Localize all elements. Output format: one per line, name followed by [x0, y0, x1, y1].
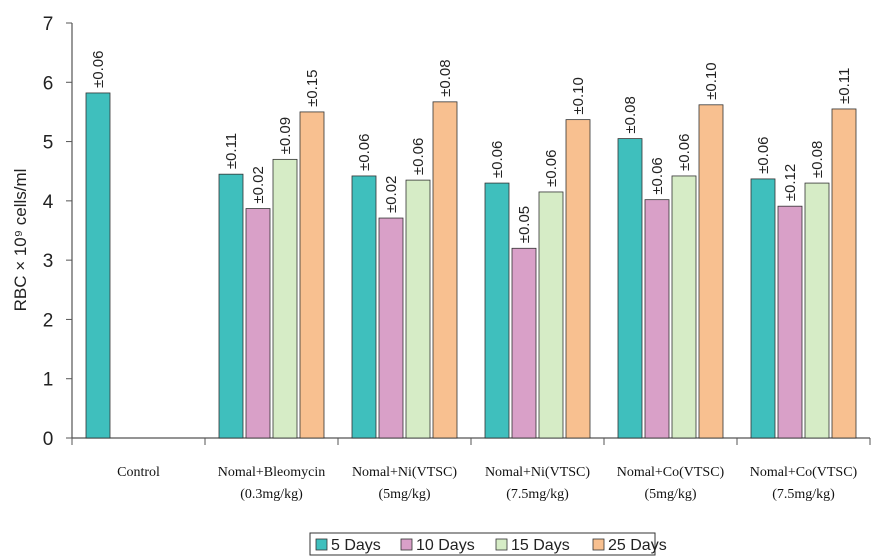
bar-10-days — [511, 247, 537, 439]
bar-5-days — [617, 138, 643, 439]
error-label: ±0.10 — [703, 62, 720, 99]
category-label: (5mg/kg) — [644, 487, 696, 502]
legend-swatch — [592, 538, 605, 551]
error-label: ±0.05 — [516, 206, 533, 243]
axes: 0 1 2 3 4 5 6 7 — [43, 14, 871, 450]
bar-25-days — [565, 119, 591, 439]
category-label: Nomal+Co(VTSC) — [750, 465, 858, 480]
error-label: ±0.10 — [570, 77, 587, 114]
y-tick-label: 1 — [43, 370, 54, 391]
legend-entry: 15 Days — [511, 537, 570, 554]
category-label: Nomal+Ni(VTSC) — [485, 465, 590, 480]
error-label: ±0.08 — [437, 59, 454, 96]
legend-swatch — [315, 538, 328, 551]
error-label: ±0.12 — [782, 164, 799, 201]
error-label: ±0.11 — [836, 68, 853, 104]
error-label: ±0.06 — [489, 141, 506, 178]
bar-5-days — [85, 92, 111, 439]
legend-swatch — [400, 538, 413, 551]
bar-5-days — [484, 182, 510, 439]
bar-15-days — [405, 179, 431, 439]
error-label: ±0.06 — [410, 138, 427, 175]
category-label: Control — [117, 465, 160, 480]
legend-entry: 5 Days — [331, 537, 381, 554]
error-label: ±0.11 — [223, 133, 240, 169]
y-tick-label: 7 — [43, 14, 54, 35]
error-label: ±0.06 — [90, 51, 107, 88]
legend-entry: 25 Days — [608, 537, 667, 554]
bar-15-days — [671, 175, 697, 439]
legend-entry: 10 Days — [416, 537, 475, 554]
error-label: ±0.06 — [543, 150, 560, 187]
error-label: ±0.02 — [383, 176, 400, 213]
bar-15-days — [272, 158, 298, 439]
bar-10-days — [245, 208, 271, 439]
legend-box — [309, 532, 656, 556]
error-label: ±0.06 — [676, 134, 693, 171]
legend: 5 Days 10 Days 15 Days 25 Days — [309, 532, 667, 556]
bar-15-days — [538, 191, 564, 439]
bar-5-days — [218, 173, 244, 439]
y-tick-label: 2 — [43, 310, 54, 331]
error-label: ±0.15 — [304, 69, 321, 106]
y-axis-label: RBC × 10⁹ cells/ml — [11, 169, 30, 312]
category-label: (0.3mg/kg) — [240, 487, 303, 502]
y-tick-label: 3 — [43, 251, 54, 272]
error-label: ±0.06 — [755, 136, 772, 173]
error-labels: ±0.06 ±0.11 ±0.02 ±0.09 ±0.15 ±0.06 ±0.02 ±0.06… — [90, 51, 853, 244]
y-tick-label: 0 — [43, 429, 54, 450]
category-label: (5mg/kg) — [378, 487, 430, 502]
y-tick-label: 6 — [43, 73, 54, 94]
category-label: Nomal+Co(VTSC) — [617, 465, 725, 480]
bar-15-days — [804, 182, 830, 439]
error-label: ±0.06 — [649, 157, 666, 194]
bar-10-days — [644, 199, 670, 439]
category-label: Nomal+Bleomycin — [218, 465, 325, 480]
bar-25-days — [698, 104, 724, 439]
error-label: ±0.06 — [356, 134, 373, 171]
category-labels: Control Nomal+Bleomycin (0.3mg/kg) Nomal+Ni… — [117, 465, 857, 502]
y-tick-label: 5 — [43, 133, 54, 154]
bar-5-days — [351, 175, 377, 439]
category-label: (7.5mg/kg) — [772, 487, 835, 502]
error-label: ±0.09 — [277, 117, 294, 154]
y-tick-label: 4 — [43, 192, 54, 213]
error-label: ±0.08 — [622, 96, 639, 133]
category-label: Nomal+Ni(VTSC) — [352, 465, 457, 480]
bar-5-days — [750, 178, 776, 439]
bars — [85, 92, 857, 439]
category-label: (7.5mg/kg) — [506, 487, 569, 502]
bar-25-days — [432, 101, 458, 439]
bar-10-days — [777, 205, 803, 439]
bar-10-days — [378, 217, 404, 439]
error-label: ±0.02 — [250, 166, 267, 203]
bar-25-days — [299, 111, 325, 439]
legend-swatch — [495, 538, 508, 551]
bar-25-days — [831, 108, 857, 439]
error-label: ±0.08 — [809, 141, 826, 178]
